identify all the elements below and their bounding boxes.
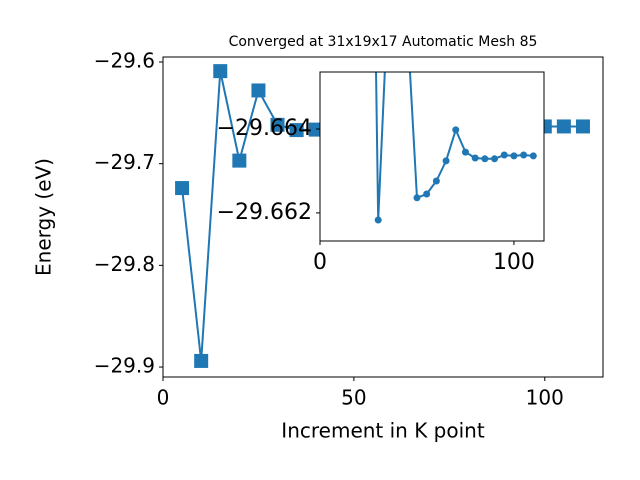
data-marker (491, 155, 499, 163)
x-tick-label: 100 (526, 386, 564, 410)
data-marker (270, 117, 285, 132)
data-marker (175, 181, 190, 196)
data-marker (232, 153, 247, 168)
data-marker (374, 216, 382, 224)
y-tick-label: −29.662 (217, 200, 312, 225)
data-marker (194, 353, 209, 368)
data-marker (213, 64, 228, 79)
data-marker (289, 123, 304, 138)
x-tick-label: 0 (157, 386, 170, 410)
y-tick-label: −29.7 (94, 150, 155, 174)
y-tick-label: −29.8 (94, 252, 155, 276)
y-tick-label: −29.6 (94, 48, 155, 72)
y-tick-label: −29.9 (94, 354, 155, 378)
data-marker (520, 151, 528, 159)
y-axis-label: Energy (eV) (32, 158, 56, 276)
x-tick-label: 0 (313, 250, 327, 275)
x-tick-label: 50 (341, 386, 366, 410)
y-tick-label: −29.664 (217, 116, 312, 141)
data-marker (471, 154, 479, 162)
chart-title: Converged at 31x19x17 Automatic Mesh 85 (229, 34, 538, 50)
data-marker (251, 83, 266, 98)
data-marker (461, 148, 469, 156)
data-marker (500, 151, 508, 159)
data-marker (308, 122, 323, 137)
data-marker (510, 152, 518, 160)
axes-frame (319, 71, 545, 242)
axes-frame (162, 56, 604, 378)
data-marker (442, 157, 450, 165)
data-marker (452, 126, 460, 134)
data-marker (556, 119, 571, 134)
data-marker (529, 152, 537, 160)
x-tick-label: 100 (493, 250, 535, 275)
x-axis-label: Increment in K point (281, 419, 485, 443)
data-marker (413, 194, 421, 202)
data-marker (481, 155, 489, 163)
data-marker (575, 119, 590, 134)
data-marker (432, 177, 440, 185)
data-marker (423, 190, 431, 198)
